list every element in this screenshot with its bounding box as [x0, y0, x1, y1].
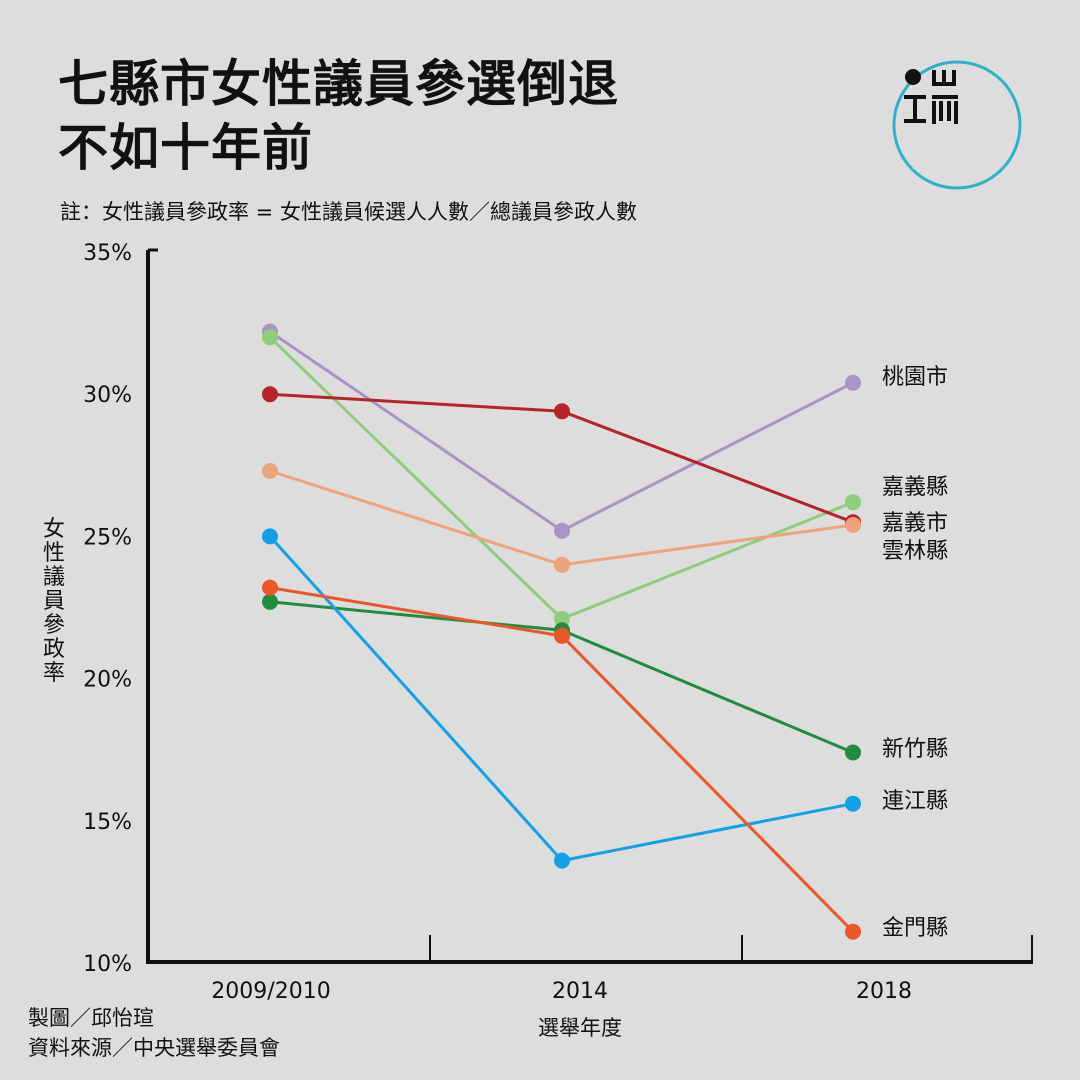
series-layer: [262, 323, 861, 940]
series-3: [262, 386, 861, 531]
series-line: [269, 330, 854, 533]
y-tick-label: 20%: [83, 668, 132, 693]
series-line: [268, 535, 854, 863]
data-point: [845, 744, 861, 761]
data-point: [554, 852, 570, 869]
x-axis-title: 選舉年度: [538, 1016, 622, 1040]
logo: 端: [892, 60, 1022, 190]
y-axis-title-char: 議: [43, 565, 65, 590]
data-point: [554, 610, 570, 627]
data-point: [262, 329, 278, 346]
logo-dot: [905, 69, 921, 85]
data-point: [845, 923, 861, 940]
x-tick-label: 2009/2010: [211, 979, 330, 1004]
series-label: 新竹縣: [882, 737, 948, 762]
series-7: [262, 579, 861, 940]
chart-title-line-1: 七縣市女性議員參選倒退: [58, 54, 619, 113]
data-point: [554, 627, 570, 644]
chart-credit: 製圖／邱怡瑄: [28, 1006, 154, 1030]
data-point: [262, 386, 278, 403]
y-tick-label: 10%: [83, 952, 132, 977]
y-axis-title-char: 女: [43, 517, 65, 542]
y-axis-title-char: 性: [43, 541, 65, 566]
data-point: [845, 494, 861, 511]
series-label: 嘉義縣: [882, 475, 948, 500]
y-tick-label: 15%: [83, 810, 132, 835]
y-axis-title-char: 政: [43, 637, 65, 662]
x-tick-label: 2014: [552, 979, 608, 1004]
data-point: [262, 579, 278, 596]
series-6: [262, 528, 861, 869]
y-axis-title-char: 參: [43, 613, 65, 638]
series-label: 桃園市: [882, 365, 948, 390]
y-axis-title-char: 員: [43, 589, 65, 614]
logo-ring: [892, 60, 1022, 190]
data-point: [845, 795, 861, 812]
data-source: 資料來源／中央選舉委員會: [28, 1036, 280, 1060]
chart-title-line-2: 不如十年前: [58, 118, 313, 177]
y-tick-label: 35%: [83, 241, 132, 266]
labels: 35% 30% 25% 20% 15% 10% 2009/2010 2014 2018 選舉年度 女…: [43, 241, 948, 1040]
data-point: [262, 463, 278, 479]
data-point: [845, 517, 861, 533]
axes: [146, 248, 1033, 964]
data-point: [554, 522, 570, 539]
series-1: [262, 323, 861, 539]
y-tick-label: 25%: [83, 525, 132, 550]
series-4: [262, 463, 861, 573]
data-point: [845, 374, 861, 391]
data-point: [554, 403, 570, 420]
series-label: 連江縣: [882, 789, 948, 814]
chart-title: 七縣市女性議員參選倒退 不如十年前: [58, 52, 619, 180]
series-line: [268, 336, 854, 621]
series-label: 雲林縣: [882, 539, 948, 564]
credits: 製圖／邱怡瑄 資料來源／中央選舉委員會: [28, 1003, 280, 1063]
series-line: [269, 469, 854, 567]
data-point: [554, 556, 570, 573]
y-axis-title: 女性議員參政率: [43, 517, 65, 686]
x-tick-label: 2018: [856, 979, 912, 1004]
data-point: [262, 593, 278, 610]
logo-glyph: [904, 70, 958, 124]
y-tick-label: 30%: [83, 383, 132, 408]
data-point: [262, 528, 278, 545]
chart-note: 註：女性議員參政率 = 女性議員候選人人數／總議員參政人數: [60, 200, 637, 224]
y-axis-title-char: 率: [43, 661, 65, 686]
series-2: [262, 329, 861, 627]
series-label: 金門縣: [882, 916, 948, 941]
series-label: 嘉義市: [882, 511, 948, 536]
